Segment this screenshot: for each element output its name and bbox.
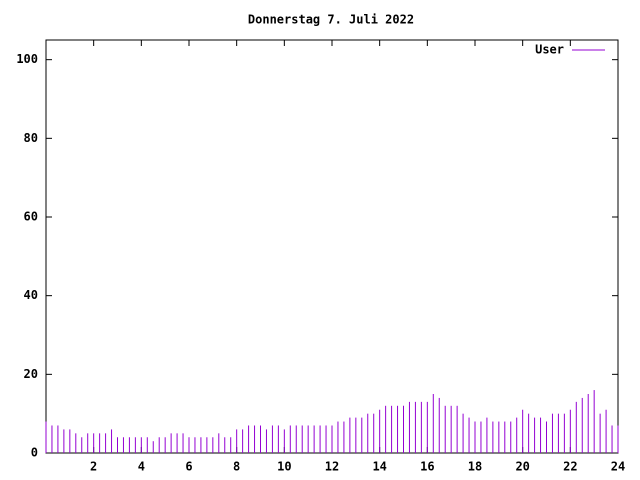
x-tick-label: 18	[468, 460, 482, 474]
y-tick-label: 0	[31, 446, 38, 460]
x-tick-label: 6	[185, 460, 192, 474]
x-tick-label: 2	[90, 460, 97, 474]
x-tick-label: 20	[515, 460, 529, 474]
y-tick-label: 100	[16, 52, 38, 66]
y-tick-label: 80	[24, 131, 38, 145]
x-tick-label: 14	[372, 460, 386, 474]
x-tick-label: 16	[420, 460, 434, 474]
x-tick-label: 8	[233, 460, 240, 474]
y-tick-label: 20	[24, 367, 38, 381]
x-tick-label: 10	[277, 460, 291, 474]
plot-border	[45, 39, 619, 454]
x-tick-label: 4	[138, 460, 145, 474]
y-tick-label: 40	[24, 288, 38, 302]
chart-title: Donnerstag 7. Juli 2022	[248, 13, 414, 27]
x-tick-label: 22	[563, 460, 577, 474]
x-tick-label: 12	[325, 460, 339, 474]
x-tick-label: 24	[611, 460, 625, 474]
y-tick-label: 60	[24, 210, 38, 224]
legend-label: User	[535, 43, 564, 57]
